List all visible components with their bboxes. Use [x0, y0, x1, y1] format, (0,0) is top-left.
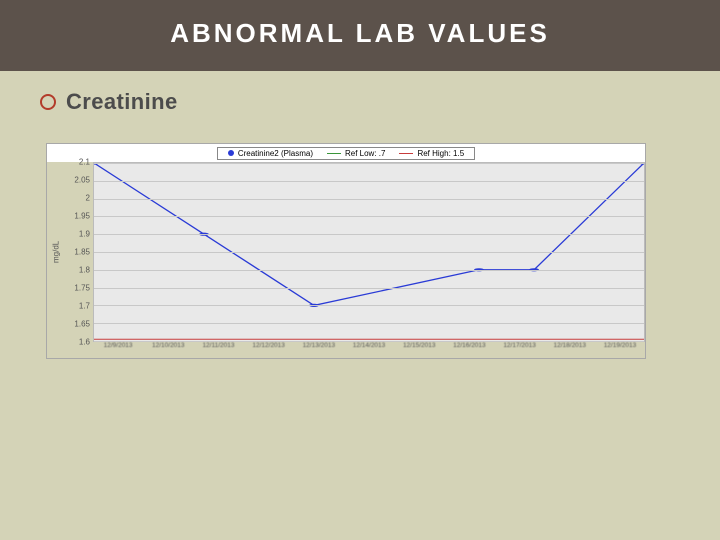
- y-axis: 2.12.0521.951.91.851.81.751.71.651.6: [65, 162, 93, 342]
- gridline: [94, 270, 644, 271]
- x-tick-label: 12/12/2013: [244, 342, 294, 358]
- x-tick-label: 12/13/2013: [294, 342, 344, 358]
- gridline: [94, 216, 644, 217]
- gridline: [94, 234, 644, 235]
- x-tick-label: 12/17/2013: [495, 342, 545, 358]
- chart-container: Creatinine2 (Plasma) Ref Low: .7 Ref Hig…: [46, 143, 646, 359]
- bullet-circle-icon: [40, 94, 56, 110]
- y-tick-label: 2: [86, 194, 90, 203]
- y-tick-label: 1.8: [79, 266, 90, 275]
- legend-item-refhigh: Ref High: 1.5: [399, 149, 464, 158]
- y-tick-label: 2.05: [74, 176, 90, 185]
- slide: ABNORMAL LAB VALUES Creatinine Creatinin…: [0, 0, 720, 540]
- gridline: [94, 323, 644, 324]
- gridline: [94, 181, 644, 182]
- y-tick-label: 1.75: [74, 284, 90, 293]
- x-tick-label: 12/14/2013: [344, 342, 394, 358]
- x-tick-label: 12/16/2013: [444, 342, 494, 358]
- x-tick-label: 12/18/2013: [545, 342, 595, 358]
- plot-wrap: mg/dL 2.12.0521.951.91.851.81.751.71.651…: [47, 162, 645, 342]
- bullet-label: Creatinine: [66, 89, 178, 115]
- y-tick-label: 1.7: [79, 302, 90, 311]
- y-tick-label: 1.95: [74, 212, 90, 221]
- y-tick-label: 1.65: [74, 320, 90, 329]
- legend-label-2: Ref High: 1.5: [417, 149, 464, 158]
- y-axis-label: mg/dL: [47, 162, 65, 342]
- body-area: Creatinine Creatinine2 (Plasma) Ref Low:…: [0, 71, 720, 389]
- y-tick-label: 1.9: [79, 230, 90, 239]
- legend-item-reflow: Ref Low: .7: [327, 149, 385, 158]
- legend-line-icon: [327, 153, 341, 154]
- gridline: [94, 163, 644, 164]
- chart-legend: Creatinine2 (Plasma) Ref Low: .7 Ref Hig…: [47, 144, 645, 162]
- x-tick-label: 12/10/2013: [143, 342, 193, 358]
- x-tick-label: 12/9/2013: [93, 342, 143, 358]
- legend-item-series: Creatinine2 (Plasma): [228, 149, 313, 158]
- gridline: [94, 252, 644, 253]
- y-tick-label: 1.85: [74, 248, 90, 257]
- y-tick-label: 2.1: [79, 158, 90, 167]
- legend-box: Creatinine2 (Plasma) Ref Low: .7 Ref Hig…: [217, 147, 475, 160]
- title-band: ABNORMAL LAB VALUES: [0, 0, 720, 71]
- bullet-line: Creatinine: [40, 89, 680, 115]
- x-axis: 12/9/201312/10/201312/11/201312/12/20131…: [47, 342, 645, 358]
- gridline: [94, 288, 644, 289]
- legend-line-icon: [399, 153, 413, 154]
- x-tick-label: 12/15/2013: [394, 342, 444, 358]
- x-tick-label: 12/19/2013: [595, 342, 645, 358]
- x-tick-label: 12/11/2013: [193, 342, 243, 358]
- legend-label-1: Ref Low: .7: [345, 149, 385, 158]
- gridline: [94, 199, 644, 200]
- legend-label-0: Creatinine2 (Plasma): [238, 149, 313, 158]
- gridline: [94, 305, 644, 306]
- slide-title: ABNORMAL LAB VALUES: [170, 18, 550, 48]
- plot-area: [93, 162, 645, 342]
- legend-dot-icon: [228, 150, 234, 156]
